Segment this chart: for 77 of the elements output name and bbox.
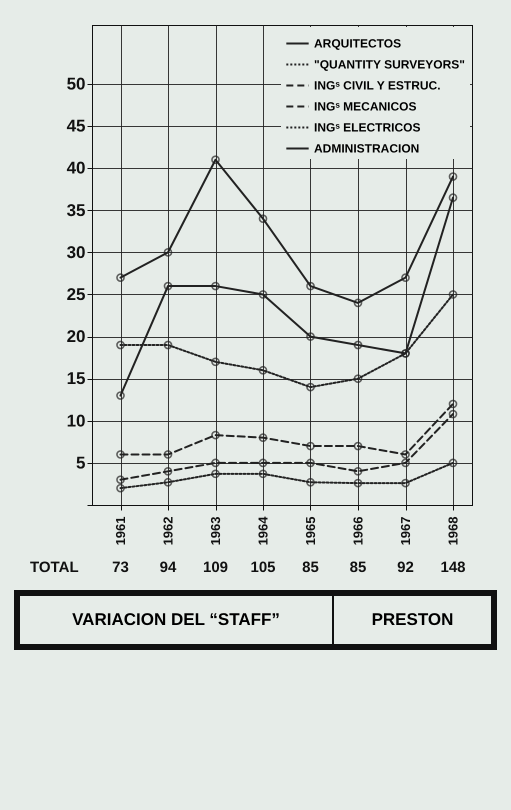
point bbox=[164, 450, 172, 459]
point bbox=[306, 478, 315, 487]
point bbox=[211, 458, 220, 468]
point bbox=[258, 470, 268, 478]
text: 85 bbox=[302, 559, 319, 576]
point bbox=[258, 214, 268, 224]
text: TOTAL bbox=[30, 559, 79, 576]
text: 73 bbox=[112, 559, 129, 576]
point bbox=[211, 430, 220, 440]
point bbox=[116, 475, 125, 484]
point bbox=[306, 282, 315, 290]
x-tick-label: 1963 bbox=[208, 516, 223, 546]
text: 148 bbox=[440, 559, 466, 576]
point bbox=[401, 450, 410, 459]
x-tick-label: 1968 bbox=[446, 516, 460, 546]
point bbox=[306, 382, 315, 392]
point bbox=[258, 366, 268, 375]
point bbox=[164, 248, 172, 257]
point bbox=[354, 374, 362, 384]
x-tick-label: 1967 bbox=[398, 516, 413, 546]
point bbox=[448, 400, 458, 408]
point bbox=[164, 340, 172, 350]
y-tick-label: 5 bbox=[76, 453, 86, 472]
point bbox=[258, 290, 268, 299]
point bbox=[164, 282, 172, 290]
point bbox=[258, 458, 268, 468]
text: PRESTON bbox=[370, 609, 454, 631]
point bbox=[116, 450, 125, 459]
legend-label: INGˢ MECANICOS bbox=[314, 100, 417, 114]
text: 94 bbox=[160, 559, 177, 576]
x-tick-label: 1965 bbox=[303, 516, 318, 546]
y-tick-label: 15 bbox=[66, 369, 86, 388]
x-tick-label: 1962 bbox=[160, 516, 176, 546]
point bbox=[211, 282, 220, 290]
x-tick-label: 1964 bbox=[256, 516, 270, 546]
text: 109 bbox=[202, 559, 228, 576]
point bbox=[401, 273, 410, 282]
y-tick-label: 30 bbox=[66, 242, 86, 262]
point bbox=[354, 298, 362, 308]
point bbox=[401, 458, 410, 468]
point bbox=[306, 442, 315, 450]
y-tick-label: 25 bbox=[66, 284, 86, 304]
point bbox=[164, 466, 172, 476]
point bbox=[354, 442, 362, 450]
point bbox=[306, 332, 315, 341]
point bbox=[354, 466, 362, 476]
point bbox=[116, 484, 125, 492]
text: 92 bbox=[397, 559, 414, 576]
point bbox=[211, 470, 220, 478]
legend-label: "QUANTITY SURVEYORS" bbox=[314, 58, 465, 72]
point bbox=[211, 155, 220, 164]
y-tick-label: 20 bbox=[66, 327, 86, 346]
point bbox=[164, 478, 172, 487]
text: 105 bbox=[250, 559, 276, 576]
x-tick-label: 1961 bbox=[113, 516, 128, 546]
point bbox=[116, 340, 125, 350]
y-tick-label: 40 bbox=[66, 158, 86, 178]
point bbox=[448, 458, 458, 468]
legend-label: INGˢ ELECTRICOS bbox=[314, 120, 421, 134]
legend-label: ADMINISTRACION bbox=[314, 142, 420, 156]
y-tick-label: 45 bbox=[66, 116, 86, 136]
point bbox=[354, 478, 362, 488]
text: 85 bbox=[350, 559, 366, 576]
point bbox=[258, 433, 268, 442]
point bbox=[448, 410, 458, 418]
y-tick-label: 35 bbox=[66, 200, 86, 220]
text: VARIACION DEL “STAFF” bbox=[20, 596, 334, 644]
point bbox=[354, 340, 362, 350]
point bbox=[401, 478, 410, 488]
legend-label: INGˢ CIVIL Y ESTRUC. bbox=[314, 78, 441, 92]
point bbox=[448, 290, 458, 299]
y-tick-label: 50 bbox=[66, 74, 86, 94]
y-tick-label: 10 bbox=[66, 411, 86, 430]
x-tick-label: 1966 bbox=[350, 516, 366, 546]
legend-label: ARQUITECTOS bbox=[314, 36, 402, 50]
point bbox=[211, 358, 220, 366]
point bbox=[306, 458, 315, 468]
